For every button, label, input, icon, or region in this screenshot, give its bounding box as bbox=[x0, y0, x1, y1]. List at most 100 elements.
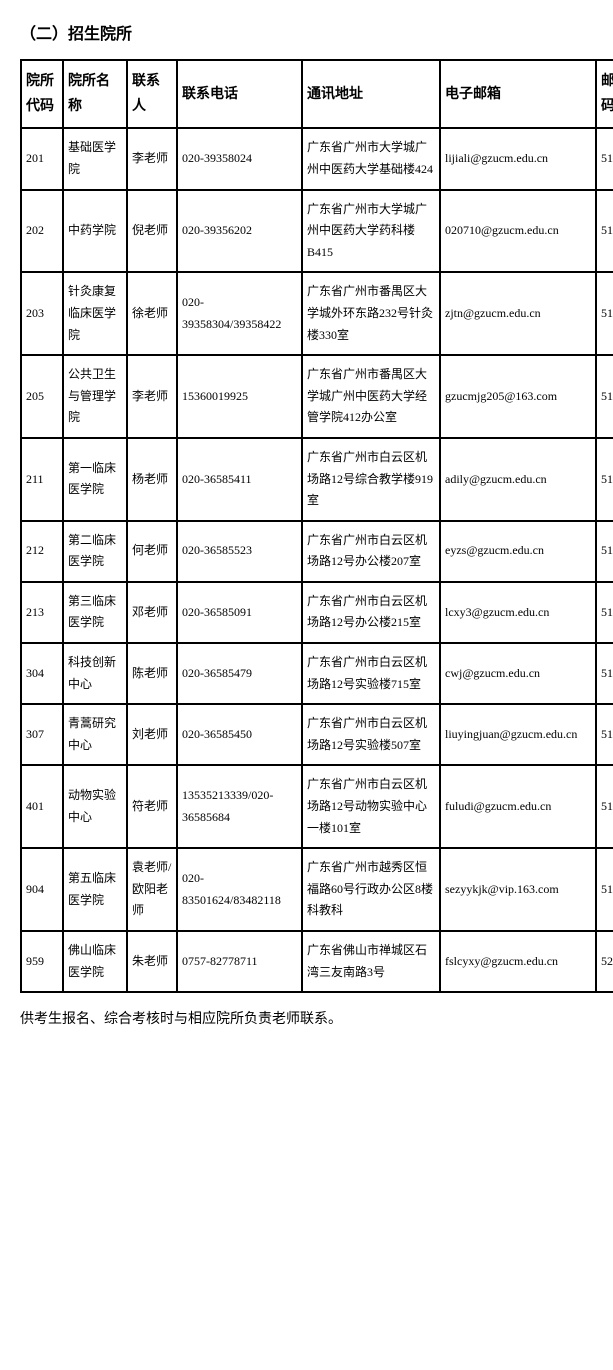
cell-email: lcxy3@gzucm.edu.cn bbox=[440, 582, 596, 643]
cell-name: 动物实验中心 bbox=[63, 765, 127, 848]
header-contact: 联系人 bbox=[127, 60, 177, 128]
cell-address: 广东省广州市大学城广州中医药大学药科楼B415 bbox=[302, 190, 440, 273]
cell-contact: 邓老师 bbox=[127, 582, 177, 643]
cell-zip: 510095 bbox=[596, 848, 613, 931]
cell-phone: 020-83501624/83482118 bbox=[177, 848, 302, 931]
cell-address: 广东省广州市白云区机场路12号综合教学楼919室 bbox=[302, 438, 440, 521]
cell-email: fslcyxy@gzucm.edu.cn bbox=[440, 931, 596, 992]
cell-zip: 510006 bbox=[596, 190, 613, 273]
cell-phone: 0757-82778711 bbox=[177, 931, 302, 992]
cell-zip: 510006 bbox=[596, 128, 613, 189]
table-row: 959佛山临床医学院朱老师0757-82778711广东省佛山市禅城区石湾三友南… bbox=[21, 931, 613, 992]
table-row: 213第三临床医学院邓老师020-36585091广东省广州市白云区机场路12号… bbox=[21, 582, 613, 643]
cell-email: sezyykjk@vip.163.com bbox=[440, 848, 596, 931]
cell-contact: 朱老师 bbox=[127, 931, 177, 992]
table-header-row: 院所代码 院所名称 联系人 联系电话 通讯地址 电子邮箱 邮政编码 bbox=[21, 60, 613, 128]
cell-phone: 020-36585523 bbox=[177, 521, 302, 582]
cell-email: adily@gzucm.edu.cn bbox=[440, 438, 596, 521]
cell-address: 广东省广州市白云区机场路12号实验楼507室 bbox=[302, 704, 440, 765]
cell-zip: 510405 bbox=[596, 704, 613, 765]
cell-code: 401 bbox=[21, 765, 63, 848]
cell-code: 304 bbox=[21, 643, 63, 704]
cell-phone: 020-39356202 bbox=[177, 190, 302, 273]
cell-contact: 李老师 bbox=[127, 355, 177, 438]
cell-zip: 510006 bbox=[596, 272, 613, 355]
cell-address: 广东省广州市大学城广州中医药大学基础楼424 bbox=[302, 128, 440, 189]
cell-contact: 符老师 bbox=[127, 765, 177, 848]
cell-name: 佛山临床医学院 bbox=[63, 931, 127, 992]
cell-zip: 510405 bbox=[596, 582, 613, 643]
cell-phone: 020-36585411 bbox=[177, 438, 302, 521]
cell-contact: 刘老师 bbox=[127, 704, 177, 765]
cell-email: lijiali@gzucm.edu.cn bbox=[440, 128, 596, 189]
cell-code: 213 bbox=[21, 582, 63, 643]
table-row: 201基础医学院李老师020-39358024广东省广州市大学城广州中医药大学基… bbox=[21, 128, 613, 189]
cell-address: 广东省广州市番禺区大学城外环东路232号针灸楼330室 bbox=[302, 272, 440, 355]
cell-email: liuyingjuan@gzucm.edu.cn bbox=[440, 704, 596, 765]
table-row: 904第五临床医学院袁老师/欧阳老师020-83501624/83482118广… bbox=[21, 848, 613, 931]
cell-address: 广东省广州市白云区机场路12号办公楼207室 bbox=[302, 521, 440, 582]
cell-contact: 徐老师 bbox=[127, 272, 177, 355]
header-email: 电子邮箱 bbox=[440, 60, 596, 128]
cell-code: 904 bbox=[21, 848, 63, 931]
cell-address: 广东省广州市白云区机场路12号办公楼215室 bbox=[302, 582, 440, 643]
cell-name: 中药学院 bbox=[63, 190, 127, 273]
cell-zip: 510006 bbox=[596, 355, 613, 438]
cell-phone: 020-36585091 bbox=[177, 582, 302, 643]
cell-code: 203 bbox=[21, 272, 63, 355]
table-row: 212第二临床医学院何老师020-36585523广东省广州市白云区机场路12号… bbox=[21, 521, 613, 582]
header-phone: 联系电话 bbox=[177, 60, 302, 128]
cell-contact: 杨老师 bbox=[127, 438, 177, 521]
table-body: 201基础医学院李老师020-39358024广东省广州市大学城广州中医药大学基… bbox=[21, 128, 613, 992]
cell-address: 广东省广州市越秀区恒福路60号行政办公区8楼科教科 bbox=[302, 848, 440, 931]
cell-address: 广东省佛山市禅城区石湾三友南路3号 bbox=[302, 931, 440, 992]
cell-name: 第一临床医学院 bbox=[63, 438, 127, 521]
cell-phone: 020-39358024 bbox=[177, 128, 302, 189]
cell-name: 基础医学院 bbox=[63, 128, 127, 189]
cell-email: cwj@gzucm.edu.cn bbox=[440, 643, 596, 704]
header-code: 院所代码 bbox=[21, 60, 63, 128]
cell-zip: 510405 bbox=[596, 643, 613, 704]
cell-email: gzucmjg205@163.com bbox=[440, 355, 596, 438]
cell-code: 205 bbox=[21, 355, 63, 438]
cell-code: 202 bbox=[21, 190, 63, 273]
cell-zip: 528031 bbox=[596, 931, 613, 992]
cell-email: fuludi@gzucm.edu.cn bbox=[440, 765, 596, 848]
cell-contact: 李老师 bbox=[127, 128, 177, 189]
header-name: 院所名称 bbox=[63, 60, 127, 128]
cell-code: 212 bbox=[21, 521, 63, 582]
cell-code: 201 bbox=[21, 128, 63, 189]
cell-name: 科技创新中心 bbox=[63, 643, 127, 704]
table-row: 211第一临床医学院杨老师020-36585411广东省广州市白云区机场路12号… bbox=[21, 438, 613, 521]
cell-phone: 13535213339/020-36585684 bbox=[177, 765, 302, 848]
table-row: 203针灸康复临床医学院徐老师020-39358304/39358422广东省广… bbox=[21, 272, 613, 355]
table-row: 205公共卫生与管理学院李老师15360019925广东省广州市番禺区大学城广州… bbox=[21, 355, 613, 438]
cell-name: 第二临床医学院 bbox=[63, 521, 127, 582]
cell-name: 公共卫生与管理学院 bbox=[63, 355, 127, 438]
cell-email: 020710@gzucm.edu.cn bbox=[440, 190, 596, 273]
cell-contact: 陈老师 bbox=[127, 643, 177, 704]
cell-name: 针灸康复临床医学院 bbox=[63, 272, 127, 355]
cell-code: 307 bbox=[21, 704, 63, 765]
cell-phone: 020-39358304/39358422 bbox=[177, 272, 302, 355]
cell-contact: 倪老师 bbox=[127, 190, 177, 273]
cell-code: 211 bbox=[21, 438, 63, 521]
cell-name: 第五临床医学院 bbox=[63, 848, 127, 931]
cell-code: 959 bbox=[21, 931, 63, 992]
cell-zip: 510405 bbox=[596, 521, 613, 582]
cell-name: 第三临床医学院 bbox=[63, 582, 127, 643]
footer-note: 供考生报名、综合考核时与相应院所负责老师联系。 bbox=[20, 1008, 593, 1028]
table-row: 304科技创新中心陈老师020-36585479广东省广州市白云区机场路12号实… bbox=[21, 643, 613, 704]
cell-address: 广东省广州市白云区机场路12号实验楼715室 bbox=[302, 643, 440, 704]
table-row: 307青蒿研究中心刘老师020-36585450广东省广州市白云区机场路12号实… bbox=[21, 704, 613, 765]
cell-zip: 510405 bbox=[596, 438, 613, 521]
cell-email: eyzs@gzucm.edu.cn bbox=[440, 521, 596, 582]
cell-phone: 15360019925 bbox=[177, 355, 302, 438]
header-zip: 邮政编码 bbox=[596, 60, 613, 128]
cell-contact: 何老师 bbox=[127, 521, 177, 582]
cell-name: 青蒿研究中心 bbox=[63, 704, 127, 765]
table-row: 202中药学院倪老师020-39356202广东省广州市大学城广州中医药大学药科… bbox=[21, 190, 613, 273]
cell-address: 广东省广州市番禺区大学城广州中医药大学经管学院412办公室 bbox=[302, 355, 440, 438]
institutes-table: 院所代码 院所名称 联系人 联系电话 通讯地址 电子邮箱 邮政编码 201基础医… bbox=[20, 59, 613, 993]
section-title: （二）招生院所 bbox=[20, 20, 593, 44]
